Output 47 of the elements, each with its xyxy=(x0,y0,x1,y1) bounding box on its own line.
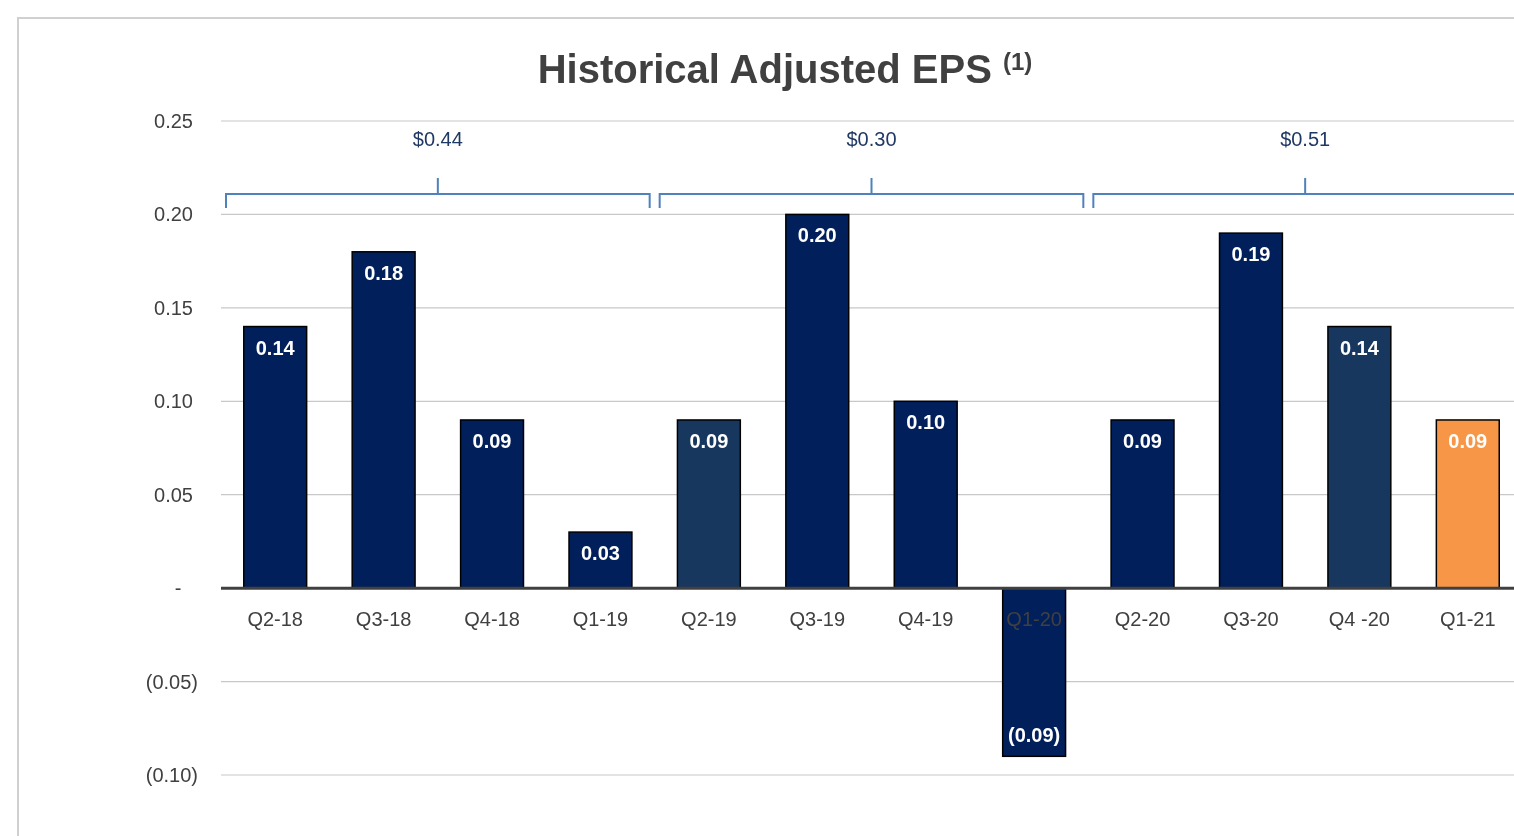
bar xyxy=(351,251,416,589)
data-label: 0.09 xyxy=(1123,429,1163,452)
x-tick-label: Q3-18 xyxy=(355,608,412,631)
data-label: 0.10 xyxy=(906,411,946,434)
bar xyxy=(1435,419,1500,589)
x-tick-label: Q3-19 xyxy=(789,608,846,631)
data-label: 0.20 xyxy=(797,224,837,247)
bar xyxy=(1218,232,1284,589)
chart-title: Historical Adjusted EPS $^{(1)}$ xyxy=(537,47,1033,91)
y-tick-label: - xyxy=(174,577,182,600)
data-label: 0.18 xyxy=(364,261,404,284)
bar xyxy=(893,400,958,589)
annotation: $0.44 xyxy=(412,128,463,150)
y-tick-label: 0.10 xyxy=(154,390,193,413)
bar xyxy=(676,419,742,589)
y-tick-label: 0.25 xyxy=(154,110,193,132)
x-tick-label: Q4-19 xyxy=(897,608,954,631)
x-tick-label: Q2-19 xyxy=(681,608,737,631)
data-label: 0.09 xyxy=(689,429,729,452)
x-tick-label: Q1-21 xyxy=(1439,608,1496,631)
bar xyxy=(785,213,850,589)
y-tick-label: (0.05) xyxy=(145,670,198,693)
x-tick-label: Q1-20 xyxy=(1006,608,1062,631)
bar xyxy=(1327,325,1392,589)
data-label: 0.09 xyxy=(1448,429,1488,452)
data-label: 0.14 xyxy=(1339,336,1380,359)
x-tick-label: Q3-20 xyxy=(1223,608,1279,631)
x-tick-label: Q2-20 xyxy=(1114,608,1171,631)
data-label: 0.09 xyxy=(472,429,512,452)
y-tick-label: 0.15 xyxy=(154,296,193,319)
y-tick-label: (0.10) xyxy=(145,764,198,786)
annotation: $0.30 xyxy=(846,128,897,150)
data-label: 0.19 xyxy=(1231,243,1271,266)
annotation: $0.51 xyxy=(1280,128,1331,150)
x-tick-label: Q2-18 xyxy=(247,608,304,631)
bar xyxy=(1110,419,1175,589)
y-tick-label: 0.05 xyxy=(154,483,193,506)
x-tick-label: Q4-18 xyxy=(464,608,520,631)
x-tick-label: Q4 -20 xyxy=(1328,608,1390,631)
bar xyxy=(459,419,525,589)
bar xyxy=(243,325,308,589)
data-label: 0.14 xyxy=(255,336,296,359)
y-tick-label: 0.20 xyxy=(154,203,193,226)
data-label: 0.03 xyxy=(580,542,620,565)
x-tick-label: Q1-19 xyxy=(572,608,629,631)
data-label: (0.09) xyxy=(1008,724,1061,747)
bar xyxy=(1001,587,1067,758)
